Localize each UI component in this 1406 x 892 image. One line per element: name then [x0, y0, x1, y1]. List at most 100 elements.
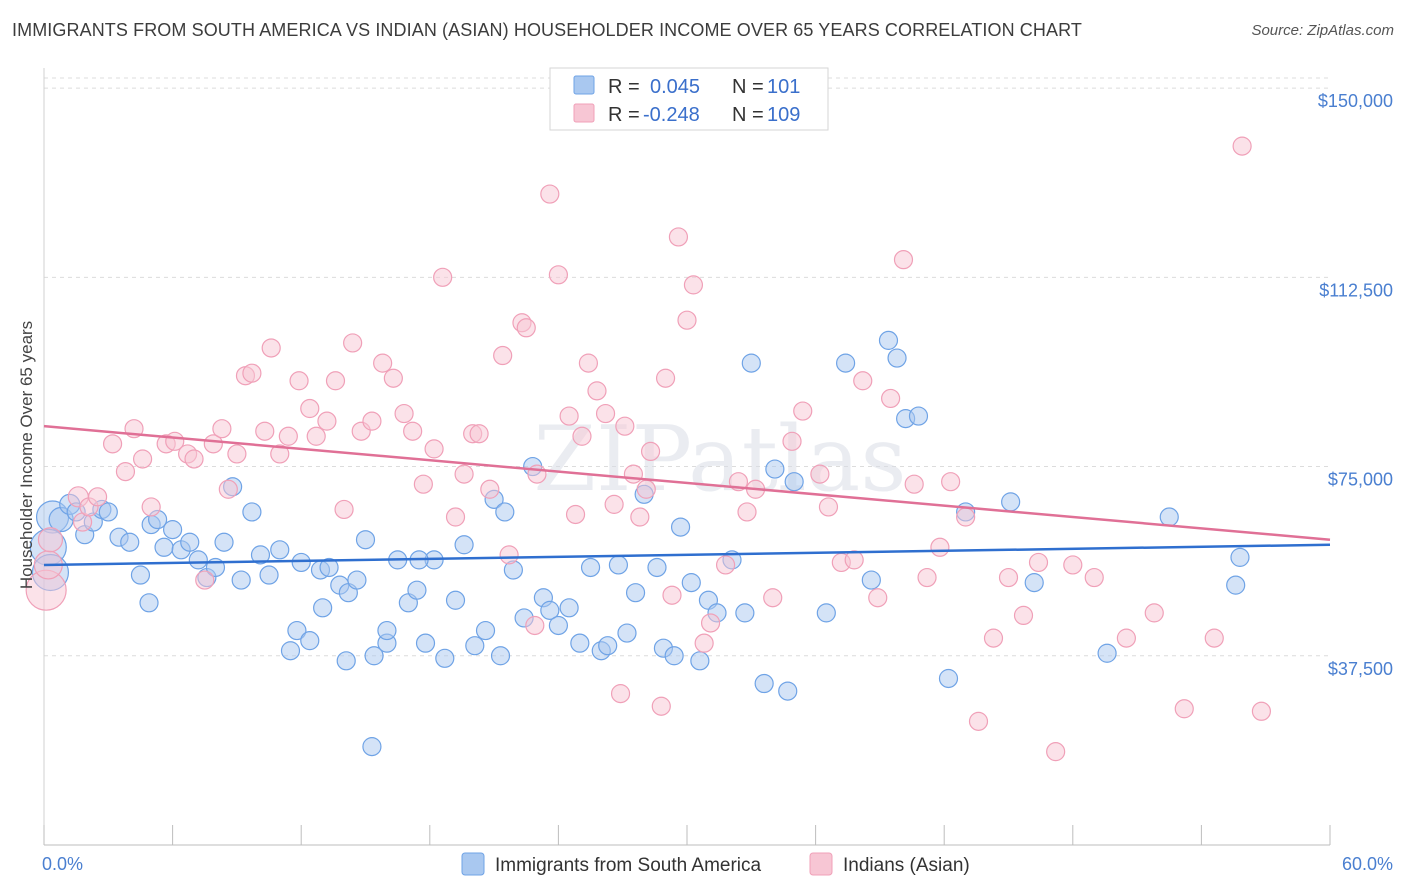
y-tick-labels: $37,500 $75,000 $112,500 $150,000 — [1318, 91, 1393, 679]
point-south-america — [407, 580, 427, 600]
point-south-america — [861, 570, 881, 590]
data-points — [25, 136, 1272, 762]
point-south-america — [319, 557, 339, 578]
point-south-america — [625, 583, 646, 603]
point-indians-asian — [630, 507, 650, 527]
point-indians-asian — [881, 388, 901, 409]
point-south-america — [1159, 507, 1179, 527]
point-indians-asian — [694, 633, 714, 653]
point-south-america — [435, 648, 455, 668]
x-tick-label-min: 0.0% — [42, 854, 83, 874]
point-south-america — [364, 646, 384, 666]
point-indians-asian — [325, 371, 346, 391]
point-indians-asian — [655, 368, 676, 388]
point-indians-asian — [700, 613, 721, 633]
point-south-america — [608, 555, 629, 575]
point-indians-asian — [917, 567, 937, 588]
point-south-america — [938, 668, 959, 689]
point-indians-asian — [516, 318, 536, 338]
point-south-america — [598, 636, 618, 656]
point-south-america — [98, 502, 118, 522]
point-south-america — [878, 330, 899, 350]
point-south-america — [130, 565, 151, 585]
point-indians-asian — [334, 499, 354, 520]
bottom-legend-label-1: Indians (Asian) — [843, 855, 970, 876]
point-south-america — [313, 598, 333, 618]
point-south-america — [1230, 547, 1250, 567]
point-south-america — [778, 681, 798, 701]
point-indians-asian — [1028, 552, 1049, 573]
legend-swatch-pink — [573, 103, 595, 123]
point-south-america — [475, 620, 496, 641]
point-indians-asian — [651, 696, 671, 716]
axes — [43, 68, 1331, 846]
point-south-america — [287, 620, 307, 641]
point-indians-asian — [578, 353, 599, 373]
point-south-america — [163, 520, 183, 540]
point-indians-asian — [37, 527, 64, 553]
point-south-america — [1024, 573, 1044, 593]
point-south-america — [816, 603, 836, 623]
point-indians-asian — [636, 479, 656, 499]
point-south-america — [664, 646, 684, 666]
point-south-america — [336, 651, 356, 671]
trend-line-indians-asian — [43, 424, 1331, 541]
point-indians-asian — [1063, 555, 1083, 575]
point-indians-asian — [527, 464, 547, 484]
point-indians-asian — [904, 474, 924, 494]
point-indians-asian — [141, 497, 161, 517]
point-south-america — [362, 737, 382, 757]
point-indians-asian — [1046, 742, 1066, 762]
bottom-legend-swatch-pink — [809, 852, 833, 876]
point-indians-asian — [818, 497, 839, 517]
point-indians-asian — [793, 401, 813, 421]
point-indians-asian — [572, 426, 592, 446]
point-south-america — [280, 641, 301, 661]
point-indians-asian — [525, 615, 545, 636]
point-south-america — [540, 600, 560, 620]
legend-n-value-1: 109 — [767, 104, 800, 126]
point-south-america — [154, 537, 174, 557]
point-indians-asian — [343, 333, 363, 353]
legend-n-label-0: N = — [732, 76, 764, 98]
point-indians-asian — [623, 464, 644, 484]
legend-r-value-0: 0.045 — [650, 76, 700, 98]
point-south-america — [259, 565, 279, 585]
point-indians-asian — [956, 507, 976, 527]
point-indians-asian — [218, 479, 238, 499]
point-south-america — [580, 557, 601, 578]
legend-n-label-1: N = — [732, 104, 764, 126]
point-south-america — [559, 598, 579, 618]
point-indians-asian — [565, 504, 586, 525]
chart-title: IMMIGRANTS FROM SOUTH AMERICA VS INDIAN … — [12, 20, 1082, 40]
bottom-legend: Immigrants from South America Indians (A… — [461, 852, 970, 876]
point-indians-asian — [300, 398, 320, 419]
point-indians-asian — [242, 363, 262, 383]
point-indians-asian — [317, 411, 337, 431]
point-indians-asian — [640, 441, 661, 462]
point-indians-asian — [289, 371, 309, 391]
point-indians-asian — [998, 567, 1019, 588]
point-south-america — [670, 517, 691, 537]
point-south-america — [214, 532, 234, 552]
point-south-america — [741, 353, 761, 373]
point-south-america — [617, 623, 637, 643]
point-indians-asian — [668, 227, 689, 247]
point-indians-asian — [445, 507, 466, 527]
point-south-america — [270, 540, 290, 560]
bottom-legend-swatch-blue — [461, 852, 485, 876]
watermark: ZIPatlas — [533, 407, 906, 512]
point-indians-asian — [87, 487, 108, 507]
point-south-america — [377, 620, 397, 641]
point-indians-asian — [540, 184, 560, 204]
trend-lines — [43, 424, 1331, 567]
point-south-america — [490, 646, 511, 666]
point-indians-asian — [1013, 605, 1034, 626]
point-indians-asian — [1232, 136, 1252, 156]
point-indians-asian — [853, 371, 873, 391]
point-indians-asian — [683, 275, 704, 295]
x-tick-label-max: 60.0% — [1342, 854, 1393, 874]
point-indians-asian — [737, 502, 757, 522]
point-indians-asian — [493, 345, 513, 366]
